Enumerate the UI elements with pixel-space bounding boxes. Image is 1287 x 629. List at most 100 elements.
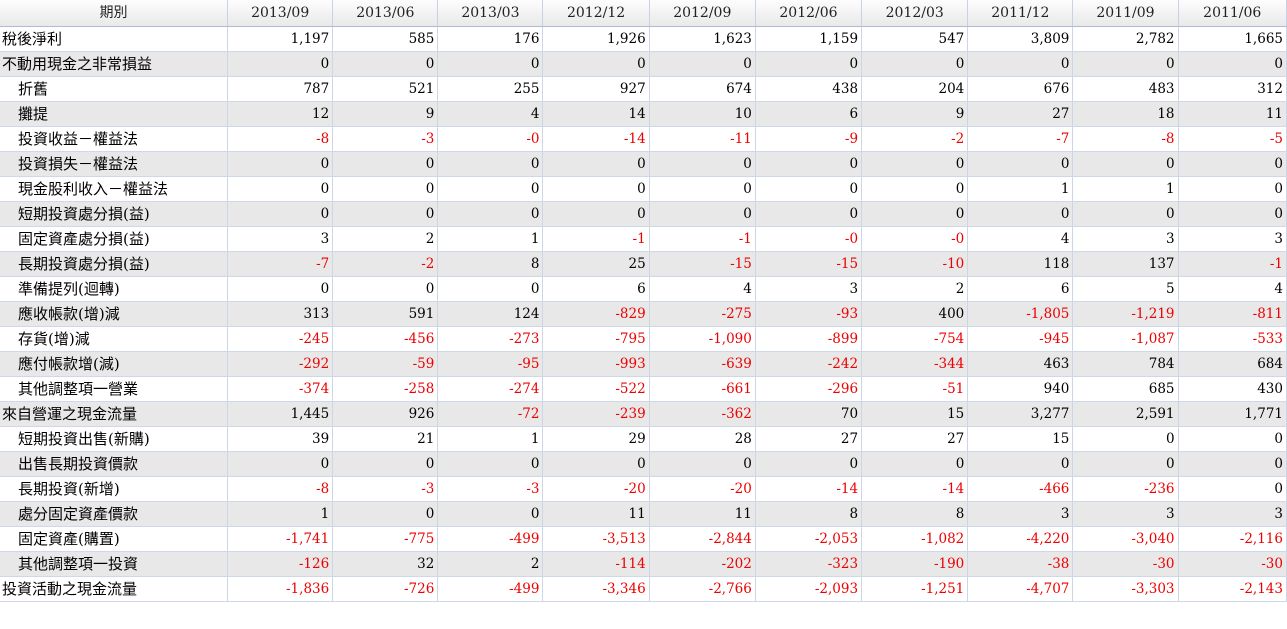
value-cell: 1 [227,501,334,527]
value-cell: 0 [332,501,439,527]
value-cell: 463 [967,351,1074,377]
value-cell: 0 [755,51,863,77]
value-cell: 0 [542,176,650,202]
value-cell: 10 [649,101,756,127]
value-cell: 521 [332,76,439,102]
value-cell: 8 [861,501,969,527]
value-cell: -533 [1178,326,1287,352]
table-row: 來自營運之現金流量 1,445 926 -72 -239 -362 70 15 3,277 2,5… [0,401,1287,427]
value-cell: 12 [227,101,334,127]
value-cell: -499 [437,576,544,602]
value-cell: -95 [437,351,544,377]
value-cell: 3 [227,226,334,252]
value-cell: -1,741 [227,526,334,552]
value-cell: -126 [227,551,334,577]
value-cell: -639 [649,351,756,377]
value-cell: 684 [1178,351,1287,377]
period-column-header: 2013/03 [437,0,544,27]
value-cell: 118 [967,251,1074,277]
value-cell: 0 [542,201,650,227]
value-cell: 0 [861,51,969,77]
value-cell: 0 [227,201,334,227]
value-cell: 0 [649,51,756,77]
value-cell: 0 [542,451,650,477]
value-cell: 1 [437,426,544,452]
value-cell: 313 [227,301,334,327]
value-cell: 70 [755,401,863,427]
value-cell: 0 [332,276,439,302]
table-row: 長期投資處分損(益) -7 -2 8 25 -15 -15 -10 118 137 -1 [0,251,1287,277]
value-cell: -202 [649,551,756,577]
value-cell: -0 [437,126,544,152]
value-cell: -1,836 [227,576,334,602]
value-cell: -296 [755,376,863,402]
value-cell: 11 [1178,101,1287,127]
table-row: 存貨(增)減 -245 -456 -273 -795 -1,090 -899 -754 -945… [0,326,1287,352]
value-cell: 1,623 [649,26,756,52]
value-cell: 483 [1072,76,1179,102]
value-cell: -20 [542,476,650,502]
value-cell: -30 [1178,551,1287,577]
row-label: 來自營運之現金流量 [0,401,229,427]
value-cell: 3 [755,276,863,302]
value-cell: 1,445 [227,401,334,427]
table-row: 出售長期投資價款 0 0 0 0 0 0 0 0 0 0 [0,451,1287,477]
value-cell: 176 [437,26,544,52]
value-cell: -275 [649,301,756,327]
period-column-header: 2012/03 [861,0,969,27]
value-cell: -754 [861,326,969,352]
value-cell: -38 [967,551,1074,577]
value-cell: -30 [1072,551,1179,577]
value-cell: -59 [332,351,439,377]
row-label: 折舊 [0,76,229,102]
value-cell: 2 [861,276,969,302]
value-cell: 32 [332,551,439,577]
value-cell: 0 [967,201,1074,227]
value-cell: 0 [227,176,334,202]
value-cell: 4 [1178,276,1287,302]
value-cell: 585 [332,26,439,52]
value-cell: 1,771 [1178,401,1287,427]
value-cell: -8 [227,126,334,152]
value-cell: 3 [1178,501,1287,527]
value-cell: -1,251 [861,576,969,602]
table-row: 應收帳款(增)減 313 591 124 -829 -275 -93 400 -1,805 -1,… [0,301,1287,327]
row-label: 其他調整項一營業 [0,376,229,402]
value-cell: 137 [1072,251,1179,277]
value-cell: 676 [967,76,1074,102]
value-cell: 5 [1072,276,1179,302]
table-row: 現金股利收入－權益法 0 0 0 0 0 0 0 1 1 0 [0,176,1287,202]
row-label: 應付帳款增(減) [0,351,229,377]
table-row: 應付帳款增(減) -292 -59 -95 -993 -639 -242 -344 463 784… [0,351,1287,377]
value-cell: 0 [967,151,1074,177]
value-cell: 0 [755,151,863,177]
value-cell: -2,116 [1178,526,1287,552]
value-cell: 14 [542,101,650,127]
value-cell: 27 [967,101,1074,127]
value-cell: -795 [542,326,650,352]
row-label: 短期投資處分損(益) [0,201,229,227]
value-cell: -114 [542,551,650,577]
value-cell: 0 [227,451,334,477]
value-cell: -4,707 [967,576,1074,602]
value-cell: -2,844 [649,526,756,552]
table-row: 攤提 12 9 4 14 10 6 9 27 18 11 [0,101,1287,127]
value-cell: -245 [227,326,334,352]
value-cell: 21 [332,426,439,452]
value-cell: 0 [755,201,863,227]
value-cell: 1 [967,176,1074,202]
table-row: 投資收益－權益法 -8 -3 -0 -14 -11 -9 -2 -7 -8 -5 [0,126,1287,152]
value-cell: -466 [967,476,1074,502]
value-cell: 0 [332,201,439,227]
value-cell: 2 [437,551,544,577]
value-cell: 674 [649,76,756,102]
value-cell: -258 [332,376,439,402]
value-cell: 1,926 [542,26,650,52]
value-cell: 3 [967,501,1074,527]
value-cell: -1 [542,226,650,252]
value-cell: -726 [332,576,439,602]
value-cell: -15 [649,251,756,277]
value-cell: -811 [1178,301,1287,327]
value-cell: 0 [437,201,544,227]
value-cell: -72 [437,401,544,427]
